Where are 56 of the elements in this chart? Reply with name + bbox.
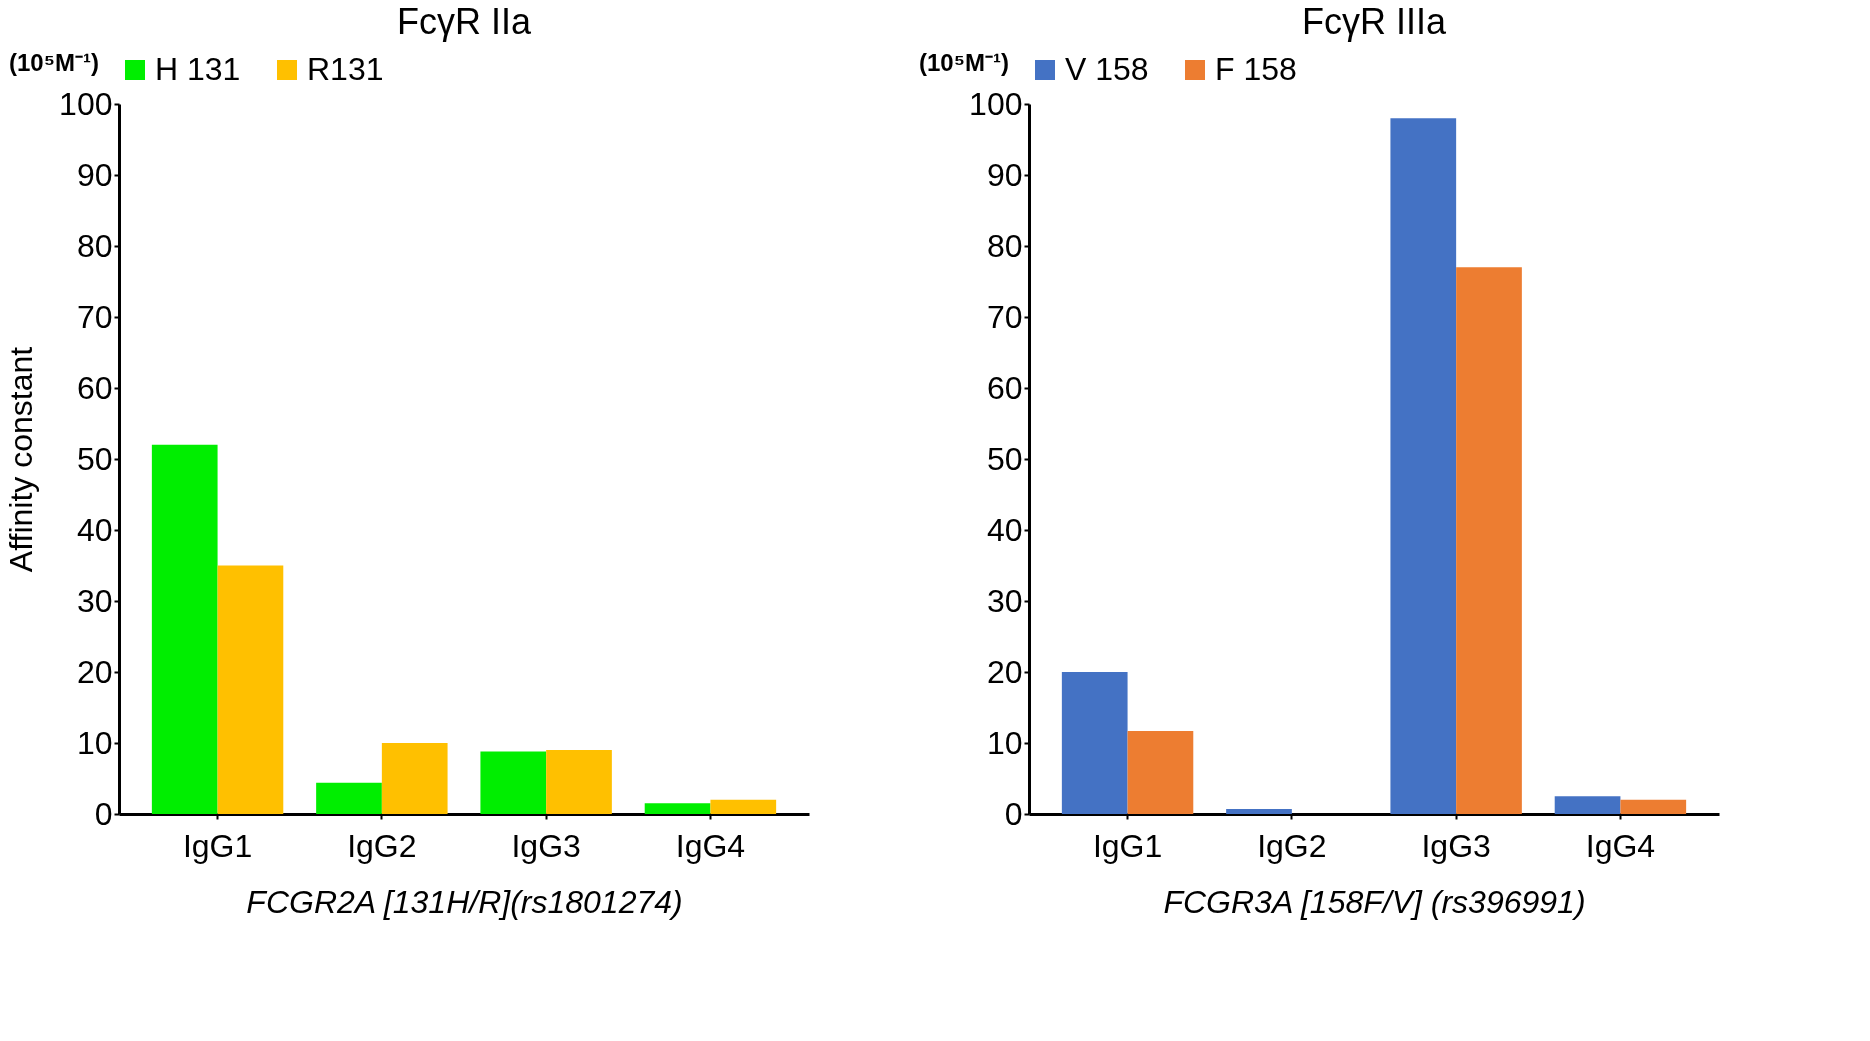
- bar: [546, 750, 612, 814]
- y-tick-label: 50: [986, 440, 1023, 477]
- y-tick-label: 10: [76, 724, 113, 761]
- y-tick-label: 40: [76, 511, 113, 548]
- bar: [1390, 118, 1457, 814]
- y-tick-label: 50: [76, 440, 113, 477]
- bar: [480, 751, 547, 814]
- chart-title: FcγR IIIa: [1301, 1, 1447, 42]
- bar: [1620, 799, 1687, 814]
- legend-label: V 158: [1065, 51, 1149, 87]
- y-tick-label: 70: [76, 298, 113, 335]
- y-tick-label: 60: [76, 369, 113, 406]
- y-tick-label: 90: [76, 156, 113, 193]
- bar: [1226, 809, 1292, 814]
- legend-label: H 131: [155, 51, 241, 87]
- y-tick-label: 0: [1004, 795, 1023, 832]
- bar: [1127, 730, 1194, 814]
- y-tick-label: 60: [986, 369, 1023, 406]
- x-axis-title: FCGR2A [131H/R](rs1801274): [246, 883, 683, 920]
- chart-title: FcγR IIa: [396, 1, 532, 42]
- x-tick-label: IgG1: [1092, 827, 1163, 864]
- x-tick-label: IgG3: [1421, 827, 1491, 864]
- legend-label: R131: [307, 51, 384, 87]
- y-tick-label: 100: [969, 85, 1023, 122]
- x-tick-label: IgG2: [347, 827, 417, 864]
- y-tick-label: 90: [986, 156, 1023, 193]
- bar: [316, 782, 382, 814]
- y-tick-label: 10: [986, 724, 1023, 761]
- bar: [151, 444, 218, 814]
- y-tick-label: 20: [986, 653, 1023, 690]
- legend-label: F 158: [1215, 51, 1297, 87]
- y-tick-label: 70: [986, 298, 1023, 335]
- y-axis-title: Affinity constant: [3, 346, 40, 573]
- x-tick-label: IgG2: [1257, 827, 1327, 864]
- y-tick-label: 80: [76, 227, 113, 264]
- x-tick-label: IgG1: [182, 827, 253, 864]
- x-tick-label: IgG3: [511, 827, 581, 864]
- x-tick-label: IgG4: [675, 827, 746, 864]
- bar: [217, 565, 284, 814]
- x-axis-title: FCGR3A [158F/V] (rs396991): [1163, 883, 1586, 920]
- y-tick-label: 100: [59, 85, 113, 122]
- text: (10⁵M⁻¹): [9, 49, 99, 76]
- bar: [1061, 672, 1128, 814]
- bar: [1554, 796, 1621, 814]
- y-tick-label: 30: [986, 582, 1023, 619]
- y-tick-label: 0: [94, 795, 113, 832]
- y-tick-label: 20: [76, 653, 113, 690]
- x-tick-label: IgG4: [1585, 827, 1656, 864]
- bar: [710, 799, 777, 814]
- bar: [644, 803, 711, 814]
- y-tick-label: 40: [986, 511, 1023, 548]
- bar: [381, 743, 448, 814]
- bar: [1456, 267, 1522, 814]
- y-tick-label: 30: [76, 582, 113, 619]
- text: (10⁵M⁻¹): [919, 49, 1009, 76]
- y-tick-label: 80: [986, 227, 1023, 264]
